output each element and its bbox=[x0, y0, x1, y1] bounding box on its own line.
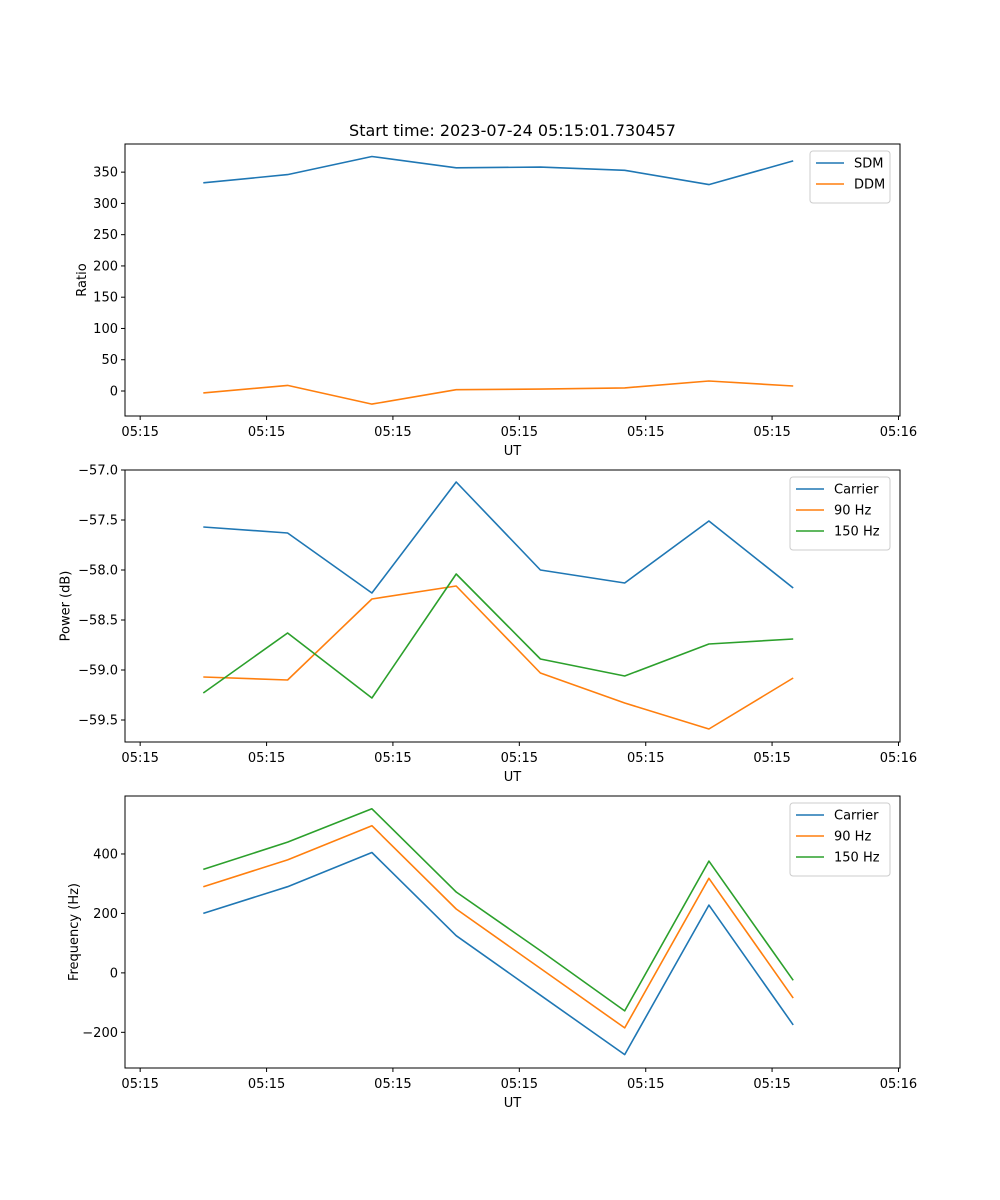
y-tick-label: 0 bbox=[110, 384, 118, 399]
x-tick-label: 05:15 bbox=[627, 751, 664, 766]
y-tick-label: −59.5 bbox=[78, 714, 118, 729]
x-tick-label: 05:15 bbox=[753, 1077, 790, 1092]
x-axis-label: UT bbox=[504, 444, 522, 459]
x-tick-label: 05:15 bbox=[121, 425, 158, 440]
chart-panel-2: 05:15 05:15 05:15 05:15 05:15 05:15 05:16 −59.5… bbox=[59, 464, 918, 786]
x-tick-label: 05:15 bbox=[248, 425, 285, 440]
plot-frame bbox=[124, 143, 901, 417]
x-tick-label: 05:15 bbox=[121, 751, 158, 766]
legend-label: Carrier bbox=[834, 809, 879, 824]
legend-label: SDM bbox=[854, 157, 883, 172]
x-tick-label: 05:15 bbox=[248, 751, 285, 766]
legend-label: 90 Hz bbox=[834, 830, 871, 845]
series-line-carrier bbox=[203, 851, 794, 1056]
x-tick-label: 05:16 bbox=[880, 751, 917, 766]
y-tick-label: 0 bbox=[110, 966, 118, 981]
x-tick-label: 05:15 bbox=[627, 425, 664, 440]
y-tick-label: −59.0 bbox=[78, 664, 118, 679]
legend: SDM DDM bbox=[809, 150, 891, 204]
y-tick-label: 200 bbox=[93, 907, 118, 922]
y-tick-label: 150 bbox=[93, 291, 118, 306]
legend-label: 90 Hz bbox=[834, 504, 871, 519]
y-axis-label: Ratio bbox=[75, 263, 90, 296]
x-axis-label: UT bbox=[504, 1096, 522, 1111]
legend-box bbox=[809, 150, 891, 204]
x-tick-label: 05:16 bbox=[880, 1077, 917, 1092]
chart-panel-3: 05:15 05:15 05:15 05:15 05:15 05:15 05:16 −200 0… bbox=[67, 795, 917, 1111]
series-line-150-hz bbox=[202, 573, 794, 699]
x-tick-label: 05:15 bbox=[501, 1077, 538, 1092]
y-tick-label: 350 bbox=[93, 166, 118, 181]
y-axis-label: Frequency (Hz) bbox=[67, 883, 82, 981]
x-tick-label: 05:15 bbox=[121, 1077, 158, 1092]
chart-panel-1: 05:15 05:15 05:15 05:15 05:15 05:15 05:16 0 50 10… bbox=[75, 143, 917, 459]
x-tick-label: 05:15 bbox=[627, 1077, 664, 1092]
y-axis-label: Power (dB) bbox=[59, 571, 74, 642]
series-line-150-hz bbox=[203, 807, 794, 1012]
x-tick-label: 05:15 bbox=[753, 751, 790, 766]
legend: Carrier 90 Hz 150 Hz bbox=[789, 802, 891, 877]
series-line-ddm bbox=[203, 380, 794, 405]
y-tick-label: −57.0 bbox=[78, 464, 118, 479]
x-tick-label: 05:15 bbox=[501, 425, 538, 440]
series-line-90-hz bbox=[203, 585, 794, 730]
charts: 05:15 05:15 05:15 05:15 05:15 05:15 05:16 0 50 10… bbox=[59, 143, 918, 1111]
y-tick-label: 50 bbox=[101, 353, 118, 368]
y-tick-label: 250 bbox=[93, 228, 118, 243]
figure-title: Start time: 2023-07-24 05:15:01.730457 bbox=[349, 121, 676, 140]
plot-frame bbox=[124, 795, 901, 1069]
plot-frame bbox=[124, 469, 901, 743]
x-tick-label: 05:16 bbox=[880, 425, 917, 440]
legend: Carrier 90 Hz 150 Hz bbox=[789, 476, 891, 551]
y-tick-label: 200 bbox=[93, 259, 118, 274]
legend-label: 150 Hz bbox=[834, 525, 880, 540]
y-tick-label: 400 bbox=[93, 847, 118, 862]
x-tick-label: 05:15 bbox=[753, 425, 790, 440]
y-tick-label: 300 bbox=[93, 197, 118, 212]
series-line-sdm bbox=[203, 155, 794, 186]
y-tick-label: −57.5 bbox=[78, 514, 118, 529]
series-line-carrier bbox=[203, 481, 794, 594]
x-tick-label: 05:15 bbox=[248, 1077, 285, 1092]
series-line-90-hz bbox=[203, 824, 794, 1029]
legend-label: Carrier bbox=[834, 483, 879, 498]
x-tick-label: 05:15 bbox=[501, 751, 538, 766]
x-axis-label: UT bbox=[504, 770, 522, 785]
y-tick-label: −58.5 bbox=[78, 614, 118, 629]
x-tick-label: 05:15 bbox=[374, 1077, 411, 1092]
y-tick-label: −200 bbox=[82, 1026, 118, 1041]
y-tick-label: −58.0 bbox=[78, 564, 118, 579]
x-tick-label: 05:15 bbox=[374, 751, 411, 766]
legend-label: DDM bbox=[854, 178, 885, 193]
x-tick-label: 05:15 bbox=[374, 425, 411, 440]
y-tick-label: 100 bbox=[93, 322, 118, 337]
legend-label: 150 Hz bbox=[834, 851, 880, 866]
